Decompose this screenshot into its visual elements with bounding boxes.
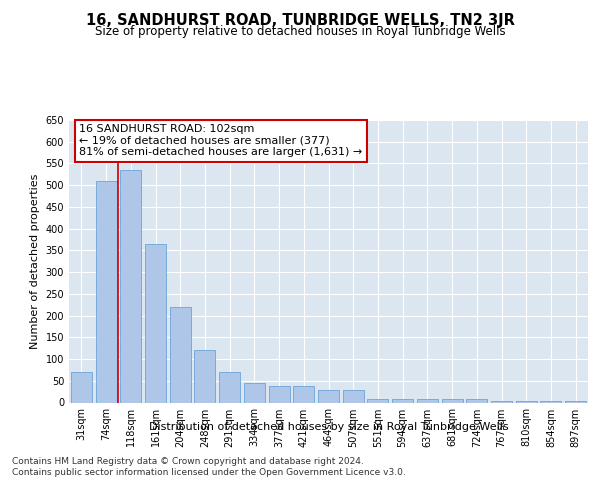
Text: Size of property relative to detached houses in Royal Tunbridge Wells: Size of property relative to detached ho… [95,25,505,38]
Bar [318,390,339,402]
Bar [541,401,562,402]
Bar [244,383,265,402]
Text: 16, SANDHURST ROAD, TUNBRIDGE WELLS, TN2 3JR: 16, SANDHURST ROAD, TUNBRIDGE WELLS, TN2… [86,12,514,28]
Text: Distribution of detached houses by size in Royal Tunbridge Wells: Distribution of detached houses by size … [149,422,509,432]
Bar [219,372,240,402]
Bar [194,350,215,403]
Bar [145,244,166,402]
Bar [466,399,487,402]
Bar [293,386,314,402]
Bar [95,181,116,402]
Bar [417,399,438,402]
Bar [170,307,191,402]
Bar [565,401,586,402]
Bar [71,372,92,402]
Bar [516,401,537,402]
Text: 16 SANDHURST ROAD: 102sqm
← 19% of detached houses are smaller (377)
81% of semi: 16 SANDHURST ROAD: 102sqm ← 19% of detac… [79,124,362,158]
Bar [392,399,413,402]
Bar [269,386,290,402]
Y-axis label: Number of detached properties: Number of detached properties [30,174,40,349]
Bar [491,401,512,402]
Bar [367,399,388,402]
Bar [442,399,463,402]
Text: Contains HM Land Registry data © Crown copyright and database right 2024.
Contai: Contains HM Land Registry data © Crown c… [12,458,406,477]
Bar [343,390,364,402]
Bar [120,170,141,402]
